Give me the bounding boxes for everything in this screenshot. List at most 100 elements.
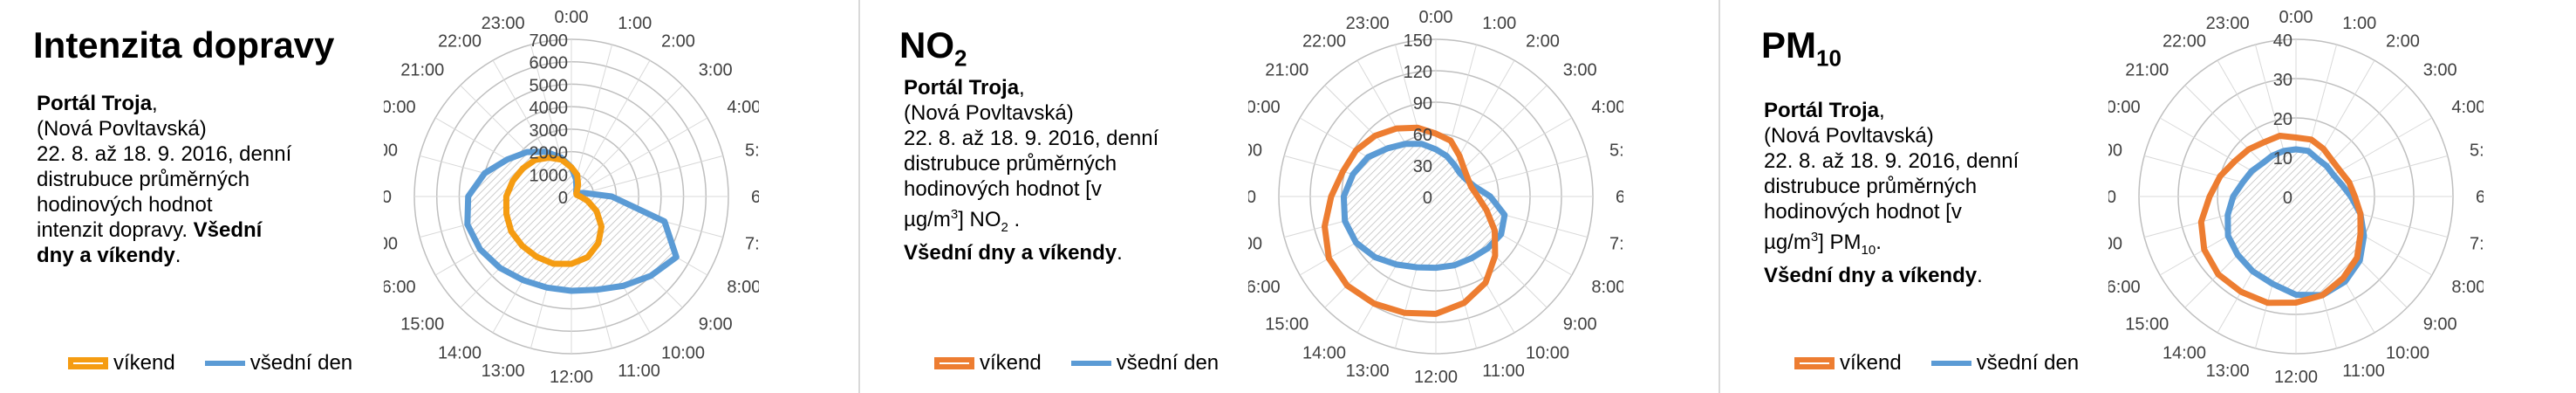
hour-label: 4:00 (727, 98, 759, 117)
radial-tick-label: 2000 (530, 144, 569, 163)
hour-label: 12:00 (1414, 368, 1458, 387)
series-weekend-line (502, 155, 605, 267)
hour-label: 18:00 (1248, 188, 1256, 207)
hour-label: 10:00 (2386, 343, 2429, 362)
radial-tick-label: 0 (2283, 189, 2292, 208)
radial-tick-label: 3000 (530, 121, 569, 141)
radial-tick-label: 120 (1404, 63, 1432, 82)
series-weekday-area (2224, 146, 2368, 299)
radar-chart-no2: 0 30 60 90 120 150 1:00 2:003:00 4:00 5:00 6:00 7:0… (1248, 8, 1623, 387)
radial-tick-label: 4000 (530, 99, 569, 118)
hour-label: 20:00 (384, 98, 416, 117)
panel-divider (1718, 0, 1720, 393)
hour-label: 1:00 (1482, 14, 1516, 33)
radial-tick-label: 150 (1404, 31, 1432, 51)
hour-label: 15:00 (2125, 315, 2169, 334)
hour-label: 8:00 (1591, 278, 1623, 297)
hour-label: 23:00 (482, 14, 525, 33)
hour-label: 20:00 (1248, 98, 1281, 117)
hour-label: 13:00 (2206, 362, 2250, 381)
hour-label: 3:00 (2423, 60, 2457, 79)
hour-label: 21:00 (2125, 60, 2169, 79)
radial-tick-label: 40 (2273, 31, 2292, 51)
hour-label: 17:00 (384, 234, 398, 253)
hour-label: 0:00 (555, 8, 589, 27)
panel-divider (858, 0, 860, 393)
panel-title: NO2 (899, 24, 967, 72)
hour-label: 11:00 (618, 362, 660, 381)
panel-description: Portál Troja, (Nová Povltavská) 22. 8. a… (37, 92, 292, 267)
hour-label: 5:00 (2470, 141, 2484, 161)
legend-label-weekday: všední den (1116, 351, 1220, 375)
hour-label: 10:00 (661, 343, 705, 362)
chart-legend: víkend všední den (1794, 351, 2100, 376)
hour-label: 3:00 (1563, 60, 1597, 79)
legend-swatch-weekday (204, 361, 245, 366)
hour-label: 21:00 (1265, 60, 1308, 79)
legend-swatch-weekend (934, 357, 974, 369)
legend-swatch-weekend (68, 357, 108, 369)
hour-label: 18:00 (384, 188, 392, 207)
grid-spoke (571, 155, 723, 197)
radial-tick-label: 5000 (530, 76, 569, 95)
panel-pm10: PM10 Portál Troja, (Nová Povltavská) 22.… (1720, 0, 2576, 393)
hour-label: 4:00 (2451, 98, 2484, 117)
hour-label: 0:00 (2279, 8, 2313, 27)
hour-label: 21:00 (400, 60, 444, 79)
hour-label: 6:00 (2476, 188, 2484, 207)
series-weekend-line (1322, 124, 1499, 317)
hour-label: 13:00 (482, 362, 525, 381)
legend-label-weekend: víkend (113, 351, 175, 375)
panel-no2: NO2 Portál Troja, (Nová Povltavská) 22. … (860, 0, 1718, 393)
hour-label: 1:00 (2342, 14, 2376, 33)
radial-tick-label: 30 (2273, 71, 2292, 90)
hour-label: 7:00 (745, 234, 759, 253)
panel-title: Intenzita dopravy (33, 24, 335, 66)
radar-chart-pm10: 0 10 20 30 40 1:00 2:003:00 4:00 5:00 6:00 7:00 8:0… (2108, 8, 2484, 387)
radial-tick-label: 7000 (530, 31, 569, 51)
series-weekend-line (2197, 133, 2364, 307)
hour-label: 11:00 (1482, 362, 1525, 381)
legend-item-weekend: víkend (1794, 351, 1902, 376)
legend-swatch-weekend (1794, 357, 1835, 369)
hour-label: 22:00 (1302, 32, 1346, 52)
hour-label: 15:00 (400, 315, 444, 334)
radial-tick-label: 20 (2273, 110, 2292, 129)
hour-label: 7:00 (2470, 234, 2484, 253)
hour-label: 13:00 (1346, 362, 1390, 381)
legend-label-weekend: víkend (980, 351, 1042, 375)
grid-spoke (571, 85, 683, 197)
hour-label: 16:00 (384, 278, 416, 297)
hour-label: 9:00 (1563, 315, 1597, 334)
radial-tick-label: 1000 (530, 166, 569, 185)
hour-label: 5:00 (745, 141, 759, 161)
hour-label: 4:00 (1591, 98, 1623, 117)
legend-swatch-weekday (1930, 361, 1971, 366)
series-weekday-area (464, 148, 680, 294)
hour-label: 9:00 (2423, 315, 2457, 334)
hour-label: 2:00 (1526, 32, 1560, 52)
hour-label: 5:00 (1609, 141, 1623, 161)
hour-label: 6:00 (751, 188, 759, 207)
hour-label: 11:00 (2342, 362, 2385, 381)
legend-label-weekday: všední den (1976, 351, 2080, 375)
radial-tick-label: 0 (1423, 189, 1432, 208)
hour-label: 17:00 (2108, 234, 2122, 253)
radial-tick-label: 6000 (530, 54, 569, 73)
hour-label: 14:00 (2163, 343, 2206, 362)
grid-spoke (571, 117, 708, 197)
hour-label: 0:00 (1419, 8, 1453, 27)
hour-label: 6:00 (1616, 188, 1623, 207)
hour-label: 9:00 (699, 315, 733, 334)
hour-label: 3:00 (699, 60, 733, 79)
grid-spoke (571, 59, 651, 197)
hour-label: 14:00 (438, 343, 482, 362)
panel-description: Portál Troja, (Nová Povltavská) 22. 8. a… (1764, 99, 2019, 287)
legend-item-weekend: víkend (934, 351, 1042, 376)
legend-swatch-weekday (1070, 361, 1111, 366)
hour-label: 23:00 (2206, 14, 2250, 33)
hour-label: 8:00 (2451, 278, 2484, 297)
hour-label: 23:00 (1346, 14, 1390, 33)
radial-tick-label: 60 (1413, 126, 1432, 145)
chart-legend: víkend všední den (68, 351, 373, 376)
